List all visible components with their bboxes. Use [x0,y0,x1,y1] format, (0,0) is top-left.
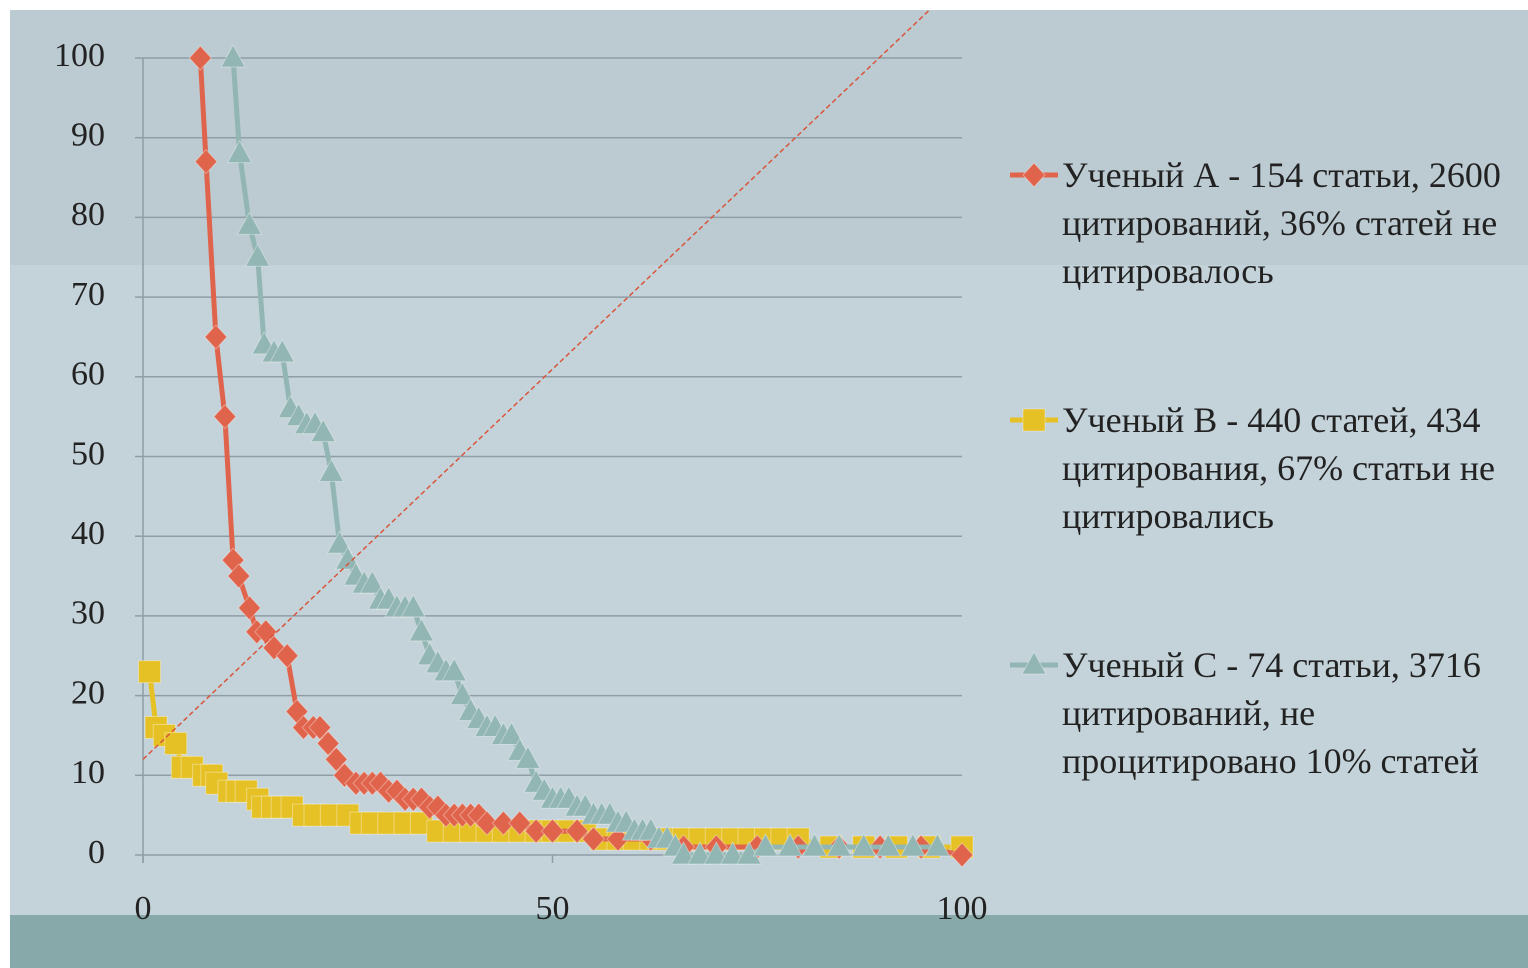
y-tick-label: 40 [71,515,105,552]
x-tick-label: 0 [135,890,152,927]
marker [213,403,237,430]
marker [515,745,541,769]
marker [194,148,218,175]
marker [540,818,565,844]
marker [875,832,902,857]
reference-line [142,9,930,760]
marker [508,810,532,836]
legend-label: Ученый А - 154 статьи, 2600 цитирований,… [1062,155,1501,291]
marker [826,832,852,857]
marker [244,243,271,267]
y-tick-label: 100 [54,37,105,74]
marker [400,593,427,618]
marker [237,595,262,621]
legend-label: Ученый С - 74 статьи, 3716 цитирований, … [1062,645,1481,781]
marker [188,45,213,71]
marker [850,832,877,857]
marker [801,832,828,857]
y-tick-label: 60 [71,356,105,393]
marker [308,714,332,741]
marker [441,657,468,682]
marker [491,810,516,836]
x-tick-label: 100 [937,890,988,927]
marker [204,324,228,350]
marker [359,569,386,594]
marker [703,840,730,865]
marker [269,338,296,363]
marker [408,617,435,642]
marker [1022,408,1046,432]
legend-label: Ученый В - 440 статей, 434 цитирования, … [1062,400,1495,536]
marker [687,840,713,865]
marker [326,530,353,554]
marker [275,643,299,669]
y-tick-label: 20 [71,674,105,711]
marker [719,840,746,865]
marker [670,840,697,865]
marker [164,731,188,755]
marker [498,721,525,745]
marker [310,418,337,443]
marker [736,840,762,865]
marker [316,730,340,757]
marker [1022,162,1046,188]
marker [475,810,499,836]
y-tick-label: 90 [71,116,105,153]
marker [220,43,246,68]
y-tick-label: 80 [71,196,105,233]
footer-band [10,915,1528,968]
marker [138,660,162,684]
y-tick-label: 70 [71,276,105,313]
marker [226,139,253,164]
y-tick-label: 10 [71,754,105,791]
marker [236,211,263,235]
marker [565,818,589,844]
marker [449,681,476,706]
y-tick-label: 30 [71,595,105,632]
marker [1021,650,1047,675]
marker [324,746,348,773]
marker [900,832,926,857]
marker [524,818,548,844]
y-tick-label: 0 [88,834,105,871]
marker [752,832,779,857]
marker [777,832,803,857]
marker [227,563,251,589]
y-tick-label: 50 [71,435,105,472]
x-tick-label: 50 [536,890,570,927]
marker [318,458,345,482]
marker [581,826,606,852]
marker [924,832,951,857]
marker [950,842,974,868]
